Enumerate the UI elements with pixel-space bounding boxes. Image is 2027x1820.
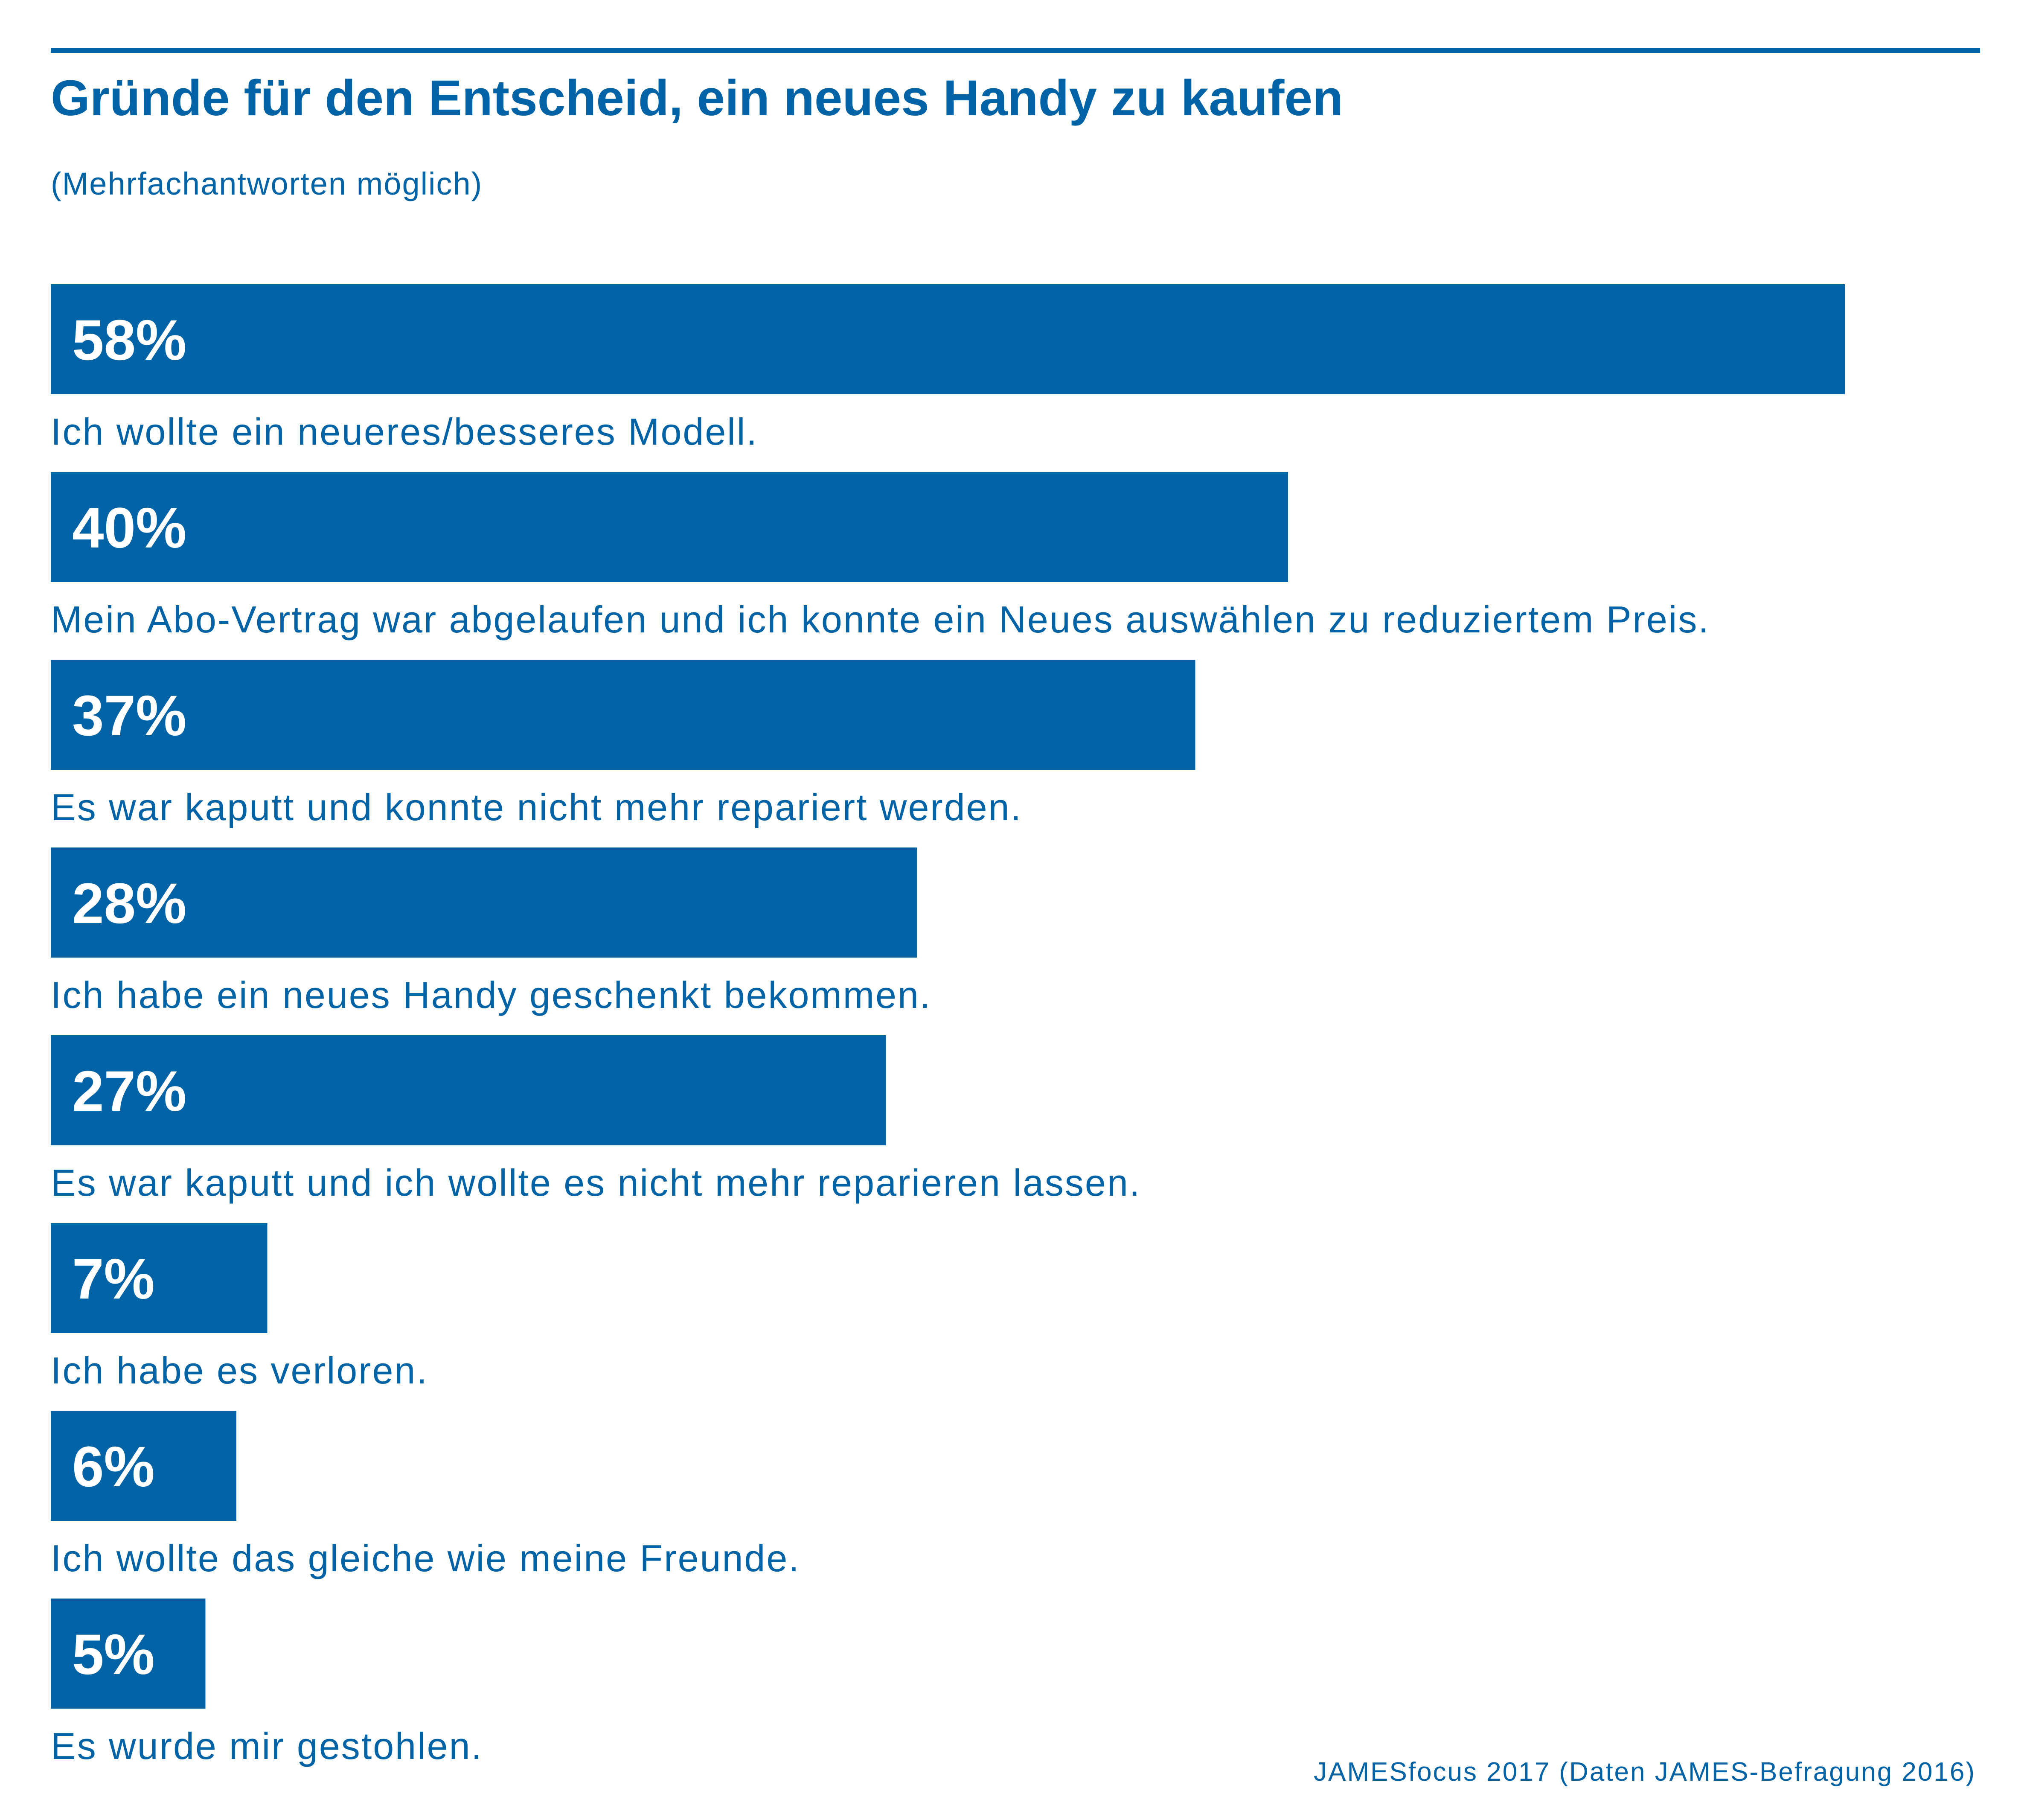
bar-value-label: 5% [72,1623,155,1686]
category-label: Ich wollte ein neueres/besseres Modell. [51,411,758,453]
bar [51,1411,236,1521]
chart-subtitle: (Mehrfachantworten möglich) [51,166,483,201]
bar-value-label: 40% [72,496,186,560]
bar [51,660,1195,770]
source-note: JAMESfocus 2017 (Daten JAMES-Befragung 2… [1314,1757,1976,1787]
category-label: Ich wollte das gleiche wie meine Freunde… [51,1537,800,1579]
bar [51,1223,268,1333]
category-label: Es war kaputt und konnte nicht mehr repa… [51,786,1022,828]
category-label: Es war kaputt und ich wollte es nicht me… [51,1162,1141,1204]
category-label: Mein Abo-Vertrag war abgelaufen und ich … [51,598,1710,641]
bar-value-label: 58% [72,309,186,372]
chart-title: Gründe für den Entscheid, ein neues Hand… [51,70,1344,126]
bar [51,472,1288,582]
bar-value-label: 28% [72,872,186,935]
bar [51,1035,886,1145]
category-label: Es wurde mir gestohlen. [51,1725,483,1767]
top-rule [51,48,1980,53]
bar-value-label: 27% [72,1060,186,1123]
bar [51,847,917,958]
bar-value-label: 6% [72,1435,155,1499]
bar [51,1599,206,1709]
bar-value-label: 37% [72,684,186,748]
category-label: Ich habe ein neues Handy geschenkt bekom… [51,974,931,1016]
category-label: Ich habe es verloren. [51,1349,428,1392]
bar-value-label: 7% [72,1247,155,1311]
bar [51,284,1845,394]
